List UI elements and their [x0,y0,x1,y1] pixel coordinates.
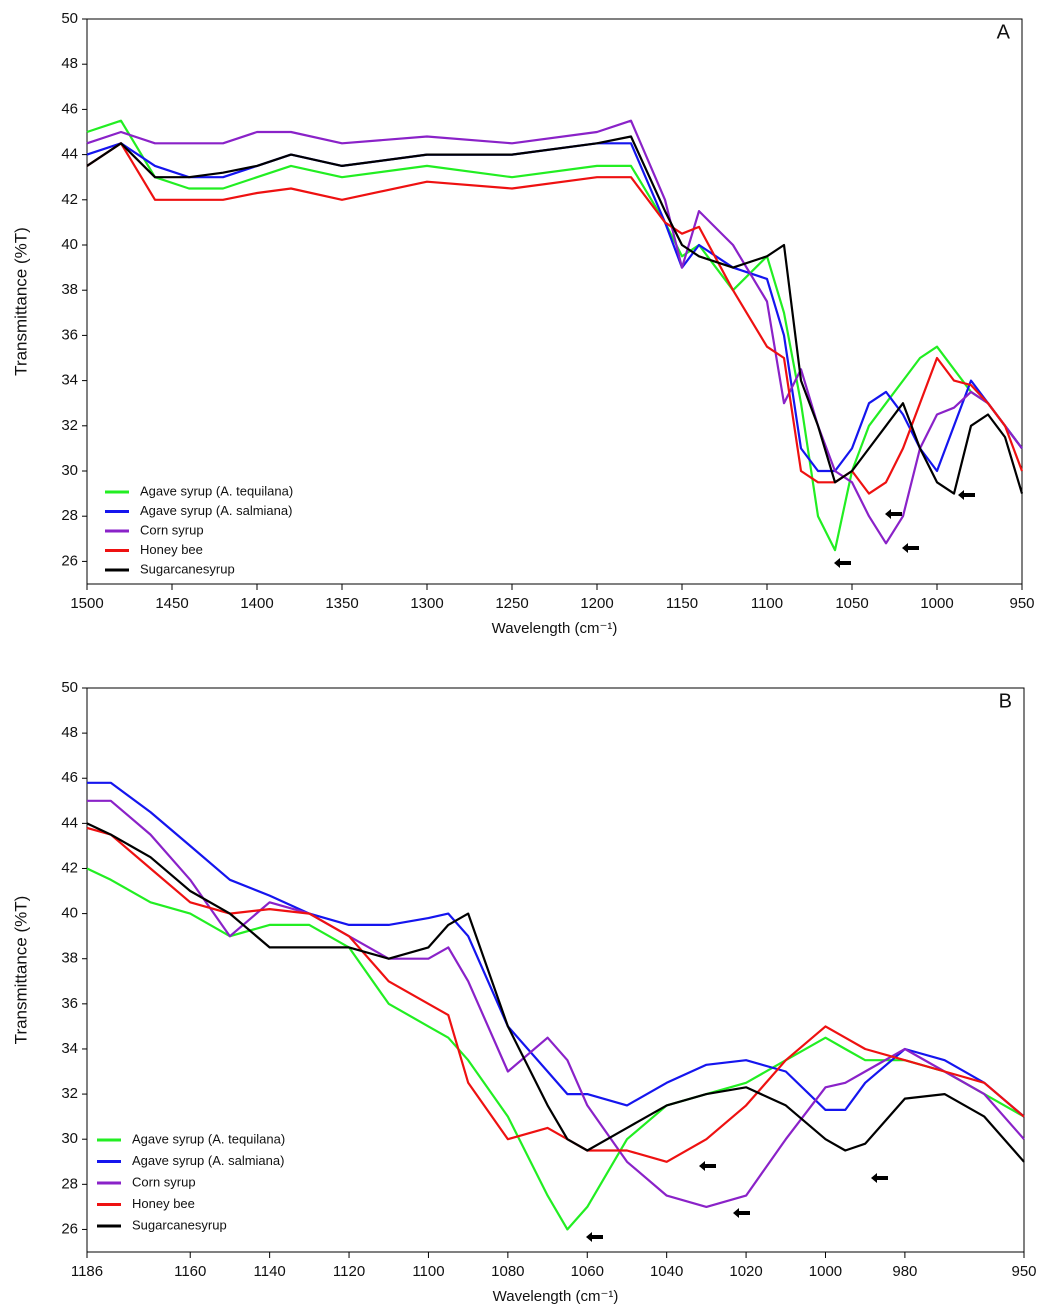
x-tick-label: 1250 [495,595,528,612]
x-tick-label: 1050 [835,595,868,612]
x-tick-label: 1140 [254,1263,286,1280]
x-tick-label: 1000 [809,1263,842,1280]
x-tick-label: 950 [1011,1263,1036,1280]
legend-label: Honey bee [132,1196,195,1211]
y-tick-label: 36 [61,326,78,343]
x-tick-label: 1450 [155,595,188,612]
panel-label: B [999,690,1012,712]
x-tick-label: 950 [1009,595,1034,612]
arrow [902,543,919,553]
plot-frame [86,18,1023,585]
y-tick-label: 32 [61,1085,78,1102]
x-tick-label: 1060 [571,1263,604,1280]
series-line [86,119,1023,545]
x-tick-label: 1186 [71,1263,103,1280]
y-tick-label: 38 [61,950,78,967]
legend-label: Agave syrup (A. tequilana) [132,1131,285,1146]
y-tick-label: 42 [61,859,78,876]
x-tick-label: 980 [892,1263,917,1280]
x-tick-label: 1200 [580,595,613,612]
y-tick-label: 46 [61,100,78,117]
y-tick-label: 30 [61,1130,78,1147]
series-line [86,867,1025,1231]
y-tick-label: 44 [61,814,78,831]
arrow [885,509,902,519]
x-tick-label: 1040 [650,1263,683,1280]
x-tick-label: 1400 [240,595,273,612]
legend-label: Agave syrup (A. salmiana) [132,1153,284,1168]
arrow [871,1173,888,1183]
arrow [586,1232,603,1242]
panel-label: A [997,21,1011,43]
y-tick-label: 26 [61,1220,78,1237]
x-tick-label: 1100 [751,595,783,612]
y-tick-label: 34 [61,372,78,389]
x-tick-label: 1350 [325,595,358,612]
x-axis-label: Wavelength (cm⁻¹) [492,620,618,637]
y-tick-label: 38 [61,281,78,298]
x-tick-label: 1300 [410,595,443,612]
y-tick-label: 30 [61,462,78,479]
y-tick-label: 32 [61,417,78,434]
legend-label: Sugarcanesyrup [132,1217,227,1232]
y-tick-label: 46 [61,769,78,786]
x-tick-label: 1500 [70,595,103,612]
series-line [87,799,1025,1208]
series-line [86,826,1025,1163]
x-tick-label: 1000 [920,595,953,612]
y-tick-label: 28 [61,507,78,524]
y-tick-label: 34 [61,1040,78,1057]
y-tick-label: 36 [61,995,78,1012]
y-tick-label: 28 [61,1175,78,1192]
arrow [733,1208,750,1218]
x-axis-label: Wavelength (cm⁻¹) [493,1288,619,1305]
y-axis-label: Transmittance (%T) [11,896,30,1045]
legend-label: Agave syrup (A. tequilana) [140,483,293,498]
y-tick-label: 40 [61,236,78,253]
series-line [86,135,1024,495]
legend-label: Corn syrup [132,1174,196,1189]
plot-frame [86,687,1025,1253]
x-tick-label: 1150 [666,595,698,612]
arrows [586,490,975,1242]
arrow [958,490,975,500]
x-tick-label: 1120 [333,1263,365,1280]
x-tick-label: 1160 [174,1263,206,1280]
y-tick-label: 48 [61,55,78,72]
y-tick-label: 50 [61,10,78,27]
arrow [834,558,851,568]
x-tick-label: 1020 [729,1263,762,1280]
series-line [86,142,1023,473]
y-tick-label: 44 [61,146,78,163]
legend-label: Agave syrup (A. salmiana) [140,503,292,518]
legend-label: Honey bee [140,542,203,557]
legend-label: Corn syrup [140,522,204,537]
y-tick-label: 26 [61,552,78,569]
series-line [86,822,1025,1163]
legend-label: Sugarcanesyrup [140,561,235,576]
y-tick-label: 40 [61,905,78,922]
y-axis-label: Transmittance (%T) [11,227,30,376]
arrow [699,1161,716,1171]
y-tick-label: 50 [61,679,78,696]
series-line [86,142,1024,495]
y-tick-label: 48 [61,724,78,741]
x-tick-label: 1100 [412,1263,444,1280]
y-tick-label: 42 [61,191,78,208]
series-line [87,781,1025,1118]
x-tick-label: 1080 [491,1263,524,1280]
